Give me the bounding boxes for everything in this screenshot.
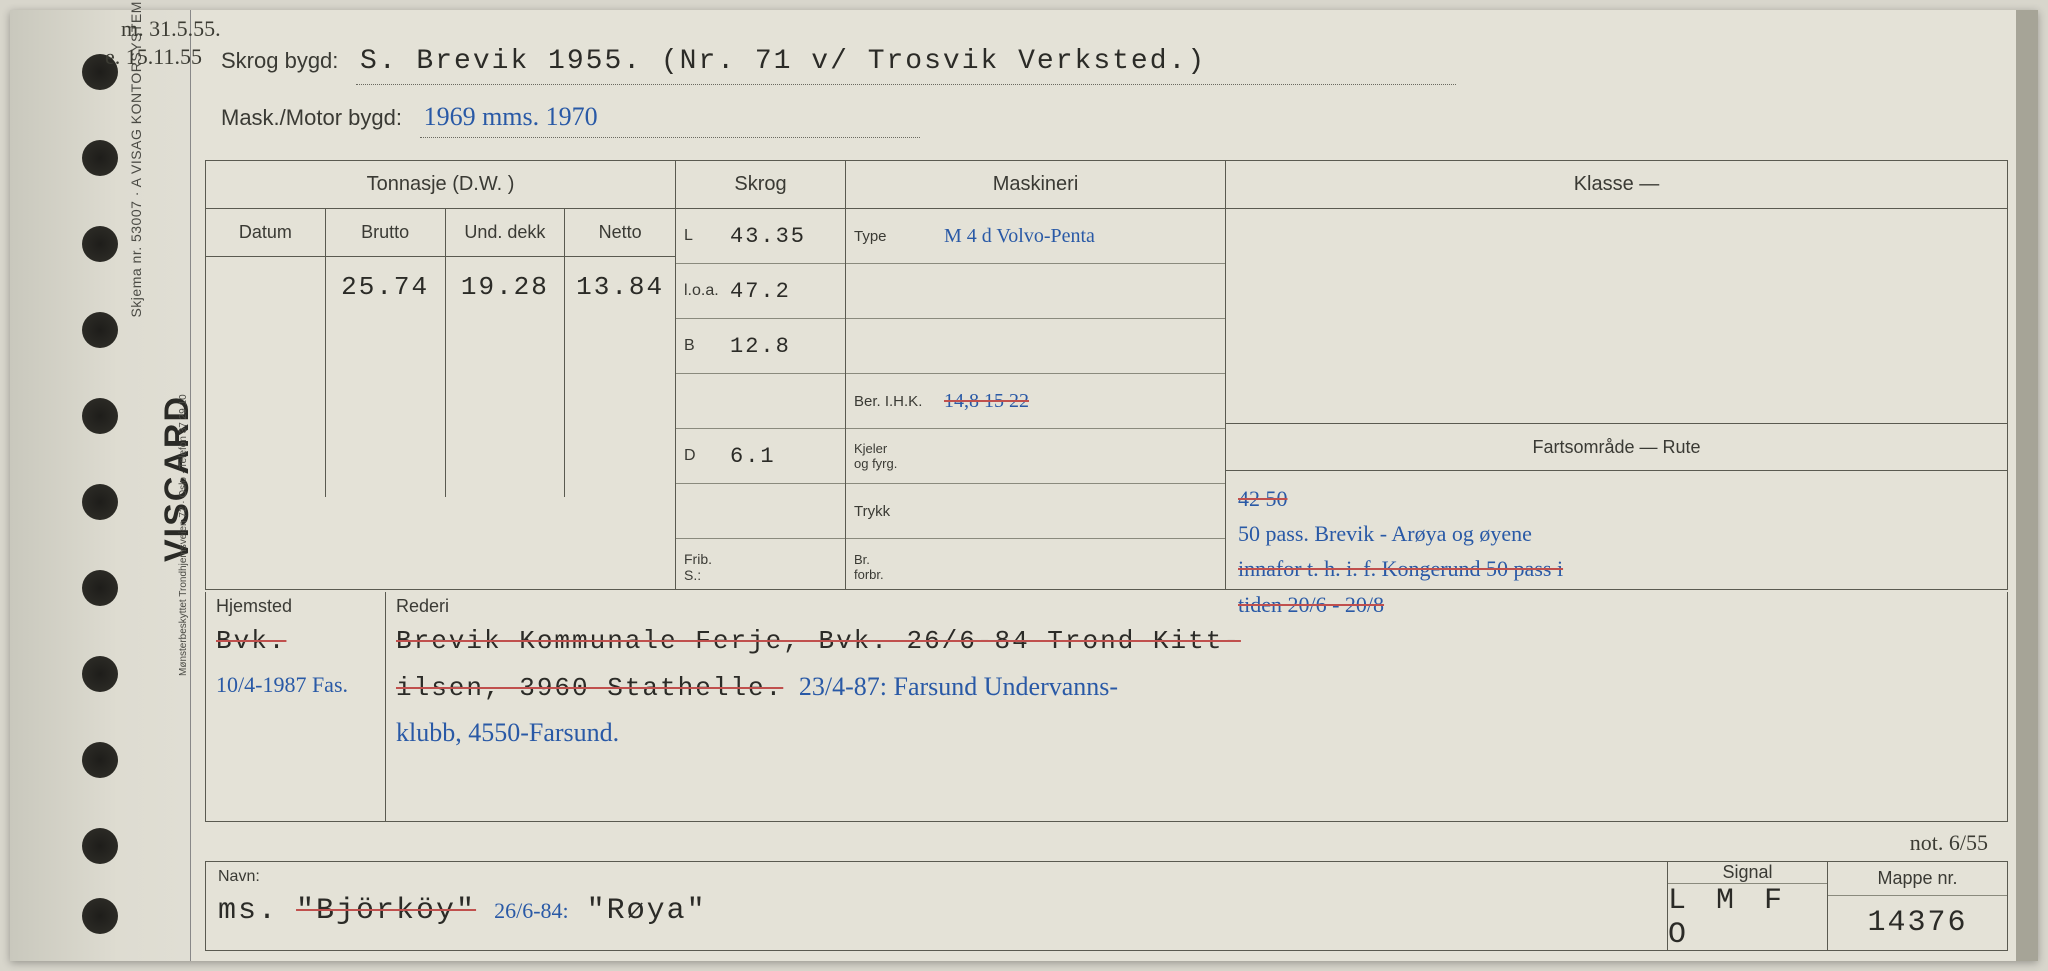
signal-cell: Signal L M F O (1667, 862, 1827, 950)
navn-old: "Björköy" (296, 894, 476, 928)
br-label: Br. forbr. (854, 552, 934, 582)
sub-netto: Netto (565, 209, 675, 256)
mappe-label: Mappe nr. (1828, 862, 2007, 896)
B-label: B (684, 337, 720, 355)
skrog-header: Skrog (676, 161, 845, 209)
maskineri-header: Maskineri (846, 161, 1225, 209)
punch-hole (82, 570, 118, 606)
side-print-line2: Mønsterbeskyttet Trondhjemsveien 72 · Os… (178, 394, 189, 676)
col-tonnasje: Tonnasje (D.W. ) Datum Brutto Und. dekk … (206, 161, 676, 589)
motor-value: 1969 mms. 1970 (420, 102, 920, 138)
main-grid: Tonnasje (D.W. ) Datum Brutto Und. dekk … (205, 160, 2008, 590)
right-edge (2016, 10, 2038, 961)
punch-hole (82, 226, 118, 262)
fartsomrade-label: Fartsområde — Rute (1226, 423, 2007, 471)
navn-date: 26/6-84: (494, 898, 569, 923)
skrog-empty-2 (676, 484, 845, 539)
L-label: L (684, 227, 720, 245)
kjeler-label: Kjeler og fyrg. (854, 441, 934, 471)
hj-line-1: Bvk. (216, 626, 375, 656)
skrog-bygd-value: S. Brevik 1955. (Nr. 71 v/ Trosvik Verks… (356, 46, 1456, 85)
tonnasje-header: Tonnasje (D.W. ) (206, 161, 675, 209)
D-label: D (684, 447, 720, 465)
cell-datum (206, 257, 326, 317)
tonnasje-row-1: 25.74 19.28 13.84 (206, 257, 675, 317)
farts-line-0: 42 50 (1238, 481, 1995, 516)
punch-hole (82, 484, 118, 520)
col-maskineri: Maskineri Type M 4 d Volvo-Penta Ber. I.H… (846, 161, 1226, 589)
navn-label: Navn: (218, 868, 1655, 886)
punch-hole (82, 898, 118, 934)
scanned-card: VISCARD Skjema nr. 53007 · A VISAG KONTO… (10, 10, 2038, 961)
sub-und-dekk: Und. dekk (446, 209, 566, 256)
header-note-1: m. 31.5.55. (121, 16, 221, 42)
left-margin: VISCARD Skjema nr. 53007 · A VISAG KONTO… (10, 10, 190, 961)
header-note-2: e. 15.11.55 (105, 44, 202, 70)
farts-line-1: 50 pass. Brevik - Arøya og øyene (1238, 516, 1995, 551)
navn-prefix: ms. (218, 894, 278, 928)
type-label: Type (854, 228, 934, 245)
motor-label: Mask./Motor bygd: (221, 105, 402, 130)
sub-brutto: Brutto (326, 209, 446, 256)
L-val: 43.35 (730, 224, 806, 249)
tonnasje-row-2 (206, 317, 675, 377)
cell-und-dekk: 19.28 (446, 257, 566, 317)
B-val: 12.8 (730, 334, 791, 359)
lower-section: Hjemsted Bvk. 10/4-1987 Fas. Rederi Brev… (205, 592, 2008, 822)
col-rederi: Rederi Brevik Kommunale Ferje, Bvk. 26/6… (386, 592, 2007, 821)
bottom-note: not. 6/55 (1910, 830, 1988, 856)
punch-hole (82, 656, 118, 692)
hjemsted-label: Hjemsted (216, 596, 292, 617)
klasse-header: Klasse — (1226, 161, 2007, 209)
trykk-label: Trykk (854, 503, 934, 520)
hj-line-2: 10/4-1987 Fas. (216, 672, 375, 698)
punch-hole (82, 140, 118, 176)
loa-val: 47.2 (730, 279, 791, 304)
bottom-bar: Navn: ms. "Björköy" 26/6-84: "Røya" Sign… (205, 861, 2008, 951)
mappe-value: 14376 (1828, 896, 2007, 950)
index-card: Sjøfartskontoret m. 31.5.55. e. 15.11.55… (190, 10, 2038, 961)
punch-hole (82, 828, 118, 864)
rederi-label: Rederi (396, 596, 449, 617)
frib-label: Frib. S.: (684, 551, 720, 583)
cell-netto: 13.84 (565, 257, 675, 317)
row-skrog-bygd: Skrog bygd: S. Brevik 1955. (Nr. 71 v/ T… (221, 46, 1998, 85)
skrog-bygd-label: Skrog bygd: (221, 48, 338, 73)
skrog-empty-1 (676, 374, 845, 429)
navn-new: "Røya" (587, 894, 707, 928)
cell-brutto: 25.74 (326, 257, 446, 317)
punch-hole (82, 312, 118, 348)
ihk-val: 14,8 15 22 (944, 390, 1029, 413)
punch-hole (82, 742, 118, 778)
col-klasse: Klasse — Fartsområde — Rute 42 50 50 pas… (1226, 161, 2007, 589)
rd-line-3: klubb, 4550-Farsund. (396, 718, 1997, 748)
type-val: M 4 d Volvo-Penta (944, 225, 1095, 248)
loa-label: l.o.a. (684, 282, 720, 300)
sub-datum: Datum (206, 209, 326, 256)
navn-cell: Navn: ms. "Björköy" 26/6-84: "Røya" (206, 862, 1667, 950)
col-hjemsted: Hjemsted Bvk. 10/4-1987 Fas. (206, 592, 386, 821)
farts-line-2: innafor t. h. i. f. Kongerund 50 pass i (1238, 551, 1995, 586)
tonnasje-row-3 (206, 377, 675, 437)
signal-label: Signal (1668, 862, 1827, 884)
punch-hole (82, 398, 118, 434)
D-val: 6.1 (730, 444, 776, 469)
mask-row-2 (846, 264, 1225, 319)
col-skrog: Skrog L 43.35 l.o.a. 47.2 B 12.8 D 6.1 Frib.… (676, 161, 846, 589)
ihk-label: Ber. I.H.K. (854, 393, 934, 410)
tonnasje-row-4 (206, 437, 675, 497)
signal-value: L M F O (1668, 884, 1827, 952)
rd-line-2: ilsen, 3960 Stathelle. ilsen, 3960 Stath… (396, 672, 1997, 703)
rd-line-1: Brevik Kommunale Ferje, Bvk. 26/6-84 Tro… (396, 626, 1997, 656)
mappe-cell: Mappe nr. 14376 (1827, 862, 2007, 950)
mask-row-3 (846, 319, 1225, 374)
row-motor-bygd: Mask./Motor bygd: 1969 mms. 1970 (221, 102, 1998, 138)
